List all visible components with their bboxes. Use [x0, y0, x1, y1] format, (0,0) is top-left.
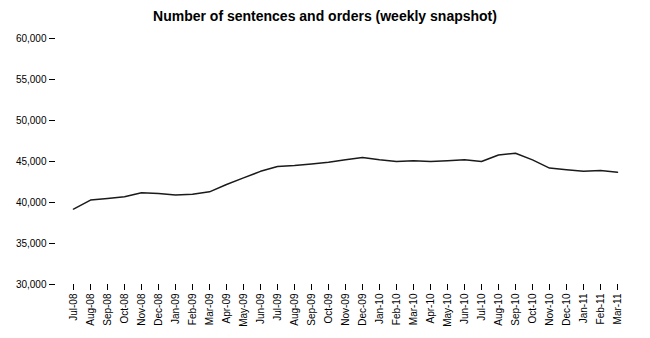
svg-text:Mar-11: Mar-11: [612, 293, 623, 324]
svg-text:Jan-10: Jan-10: [374, 293, 385, 324]
svg-text:45,000: 45,000: [16, 156, 47, 167]
svg-text:Nov-09: Nov-09: [340, 293, 351, 326]
svg-text:Jun-09: Jun-09: [255, 293, 266, 324]
svg-text:Nov-08: Nov-08: [136, 293, 147, 326]
svg-text:Aug-08: Aug-08: [85, 293, 96, 326]
svg-text:Jun-10: Jun-10: [459, 293, 470, 324]
svg-text:Aug-09: Aug-09: [289, 293, 300, 326]
svg-text:60,000: 60,000: [16, 33, 47, 44]
svg-text:Feb-09: Feb-09: [187, 293, 198, 325]
svg-text:Dec-10: Dec-10: [561, 293, 572, 326]
svg-text:Dec-09: Dec-09: [357, 293, 368, 326]
svg-text:Sep-09: Sep-09: [306, 293, 317, 326]
svg-text:40,000: 40,000: [16, 197, 47, 208]
svg-text:Jul-09: Jul-09: [272, 293, 283, 321]
svg-text:Nov-10: Nov-10: [544, 293, 555, 326]
svg-text:Feb-11: Feb-11: [595, 293, 606, 324]
svg-text:50,000: 50,000: [16, 115, 47, 126]
svg-text:55,000: 55,000: [16, 74, 47, 85]
svg-text:Jul-08: Jul-08: [68, 293, 79, 321]
svg-text:Oct-08: Oct-08: [119, 293, 130, 323]
svg-text:May-10: May-10: [442, 293, 453, 327]
svg-text:Sep-08: Sep-08: [102, 293, 113, 326]
svg-text:Mar-10: Mar-10: [408, 293, 419, 325]
svg-text:Apr-09: Apr-09: [221, 293, 232, 323]
svg-text:Jan-09: Jan-09: [170, 293, 181, 324]
html-text:Number of sentences and orders: Number of sentences and orders (weekly s…: [153, 8, 497, 24]
svg-text:Sep-10: Sep-10: [510, 293, 521, 326]
svg-text:Feb-10: Feb-10: [391, 293, 402, 325]
svg-text:Oct-09: Oct-09: [323, 293, 334, 323]
svg-text:Jan-11: Jan-11: [578, 293, 589, 323]
svg-text:Apr-10: Apr-10: [425, 293, 436, 323]
svg-text:30,000: 30,000: [16, 279, 47, 290]
svg-text:35,000: 35,000: [16, 238, 47, 249]
svg-text:Mar-09: Mar-09: [204, 293, 215, 325]
svg-text:Oct-10: Oct-10: [527, 293, 538, 323]
svg-text:May-09: May-09: [238, 293, 249, 327]
svg-text:Aug-10: Aug-10: [493, 293, 504, 326]
svg-text:Jul-10: Jul-10: [476, 293, 487, 321]
svg-text:Dec-08: Dec-08: [153, 293, 164, 326]
